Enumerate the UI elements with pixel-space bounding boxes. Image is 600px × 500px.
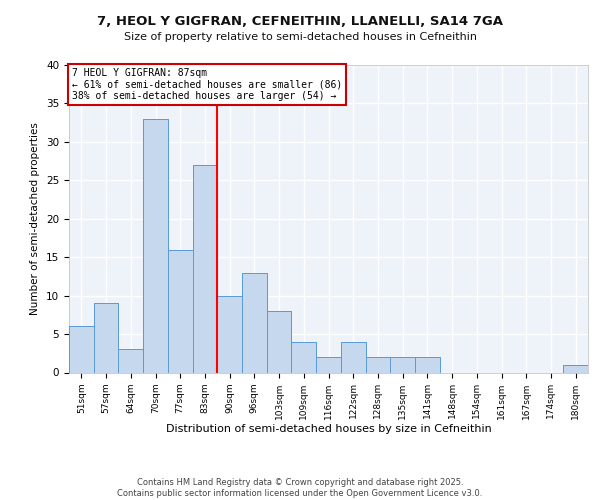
- Bar: [217, 296, 242, 372]
- Bar: [242, 272, 267, 372]
- Bar: [217, 296, 242, 372]
- Bar: [118, 350, 143, 372]
- Bar: [94, 304, 118, 372]
- Bar: [390, 357, 415, 372]
- X-axis label: Distribution of semi-detached houses by size in Cefneithin: Distribution of semi-detached houses by …: [166, 424, 491, 434]
- Bar: [316, 357, 341, 372]
- Bar: [143, 119, 168, 372]
- Bar: [267, 311, 292, 372]
- Text: Contains HM Land Registry data © Crown copyright and database right 2025.
Contai: Contains HM Land Registry data © Crown c…: [118, 478, 482, 498]
- Bar: [94, 304, 118, 372]
- Text: Size of property relative to semi-detached houses in Cefneithin: Size of property relative to semi-detach…: [124, 32, 476, 42]
- Bar: [415, 357, 440, 372]
- Bar: [292, 342, 316, 372]
- Bar: [69, 326, 94, 372]
- Bar: [292, 342, 316, 372]
- Bar: [143, 119, 168, 372]
- Bar: [267, 311, 292, 372]
- Bar: [316, 357, 341, 372]
- Text: 7, HEOL Y GIGFRAN, CEFNEITHIN, LLANELLI, SA14 7GA: 7, HEOL Y GIGFRAN, CEFNEITHIN, LLANELLI,…: [97, 15, 503, 28]
- Bar: [415, 357, 440, 372]
- Bar: [168, 250, 193, 372]
- Bar: [242, 272, 267, 372]
- Bar: [69, 326, 94, 372]
- Bar: [365, 357, 390, 372]
- Bar: [193, 165, 217, 372]
- Bar: [341, 342, 365, 372]
- Bar: [365, 357, 390, 372]
- Bar: [168, 250, 193, 372]
- Bar: [563, 365, 588, 372]
- Bar: [563, 365, 588, 372]
- Bar: [341, 342, 365, 372]
- Y-axis label: Number of semi-detached properties: Number of semi-detached properties: [31, 122, 40, 315]
- Bar: [118, 350, 143, 372]
- Bar: [390, 357, 415, 372]
- Bar: [193, 165, 217, 372]
- Text: 7 HEOL Y GIGFRAN: 87sqm
← 61% of semi-detached houses are smaller (86)
38% of se: 7 HEOL Y GIGFRAN: 87sqm ← 61% of semi-de…: [71, 68, 342, 102]
